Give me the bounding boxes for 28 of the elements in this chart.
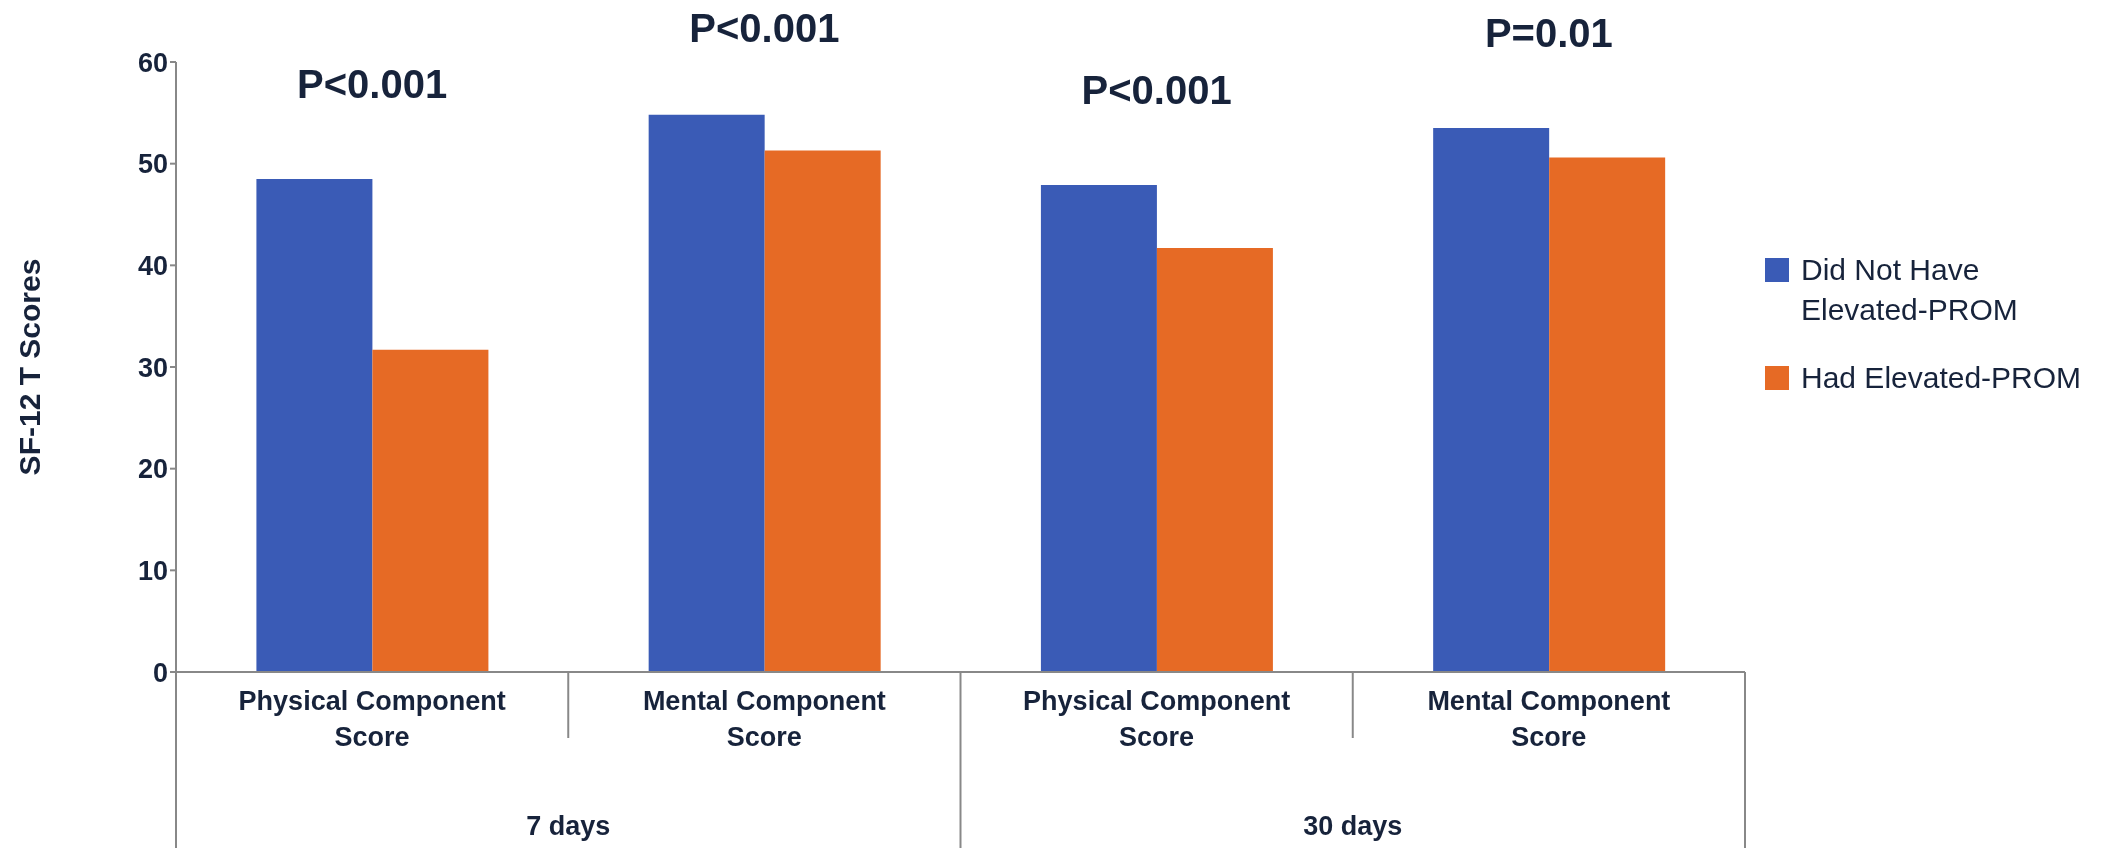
- annotation: P<0.001: [297, 61, 448, 106]
- y-tick-label: 30: [137, 352, 168, 383]
- bar: [1040, 185, 1157, 672]
- x-tick-label: Mental Component Score: [642, 686, 886, 752]
- text: P<0.001: [689, 6, 840, 50]
- x-tick-label: Mental Component Score: [1427, 686, 1671, 752]
- text: 7 days: [526, 811, 611, 841]
- bar: [372, 349, 489, 672]
- y-tick-label: 40: [137, 250, 168, 281]
- x-tick-label: Physical Component Score: [238, 686, 506, 752]
- legend-label: Had Elevated-PROM: [1801, 360, 2082, 396]
- y-tick-label: 10: [137, 555, 168, 586]
- bar: [1156, 248, 1273, 672]
- y-tick-label: 20: [137, 454, 168, 485]
- y-tick-label: 50: [137, 149, 168, 180]
- bar: [1433, 128, 1550, 672]
- x-tick-label: Physical Component Score: [1023, 686, 1291, 752]
- y-axis-title: SF-12 T Scores: [13, 258, 46, 476]
- bar: [1549, 157, 1666, 672]
- bar: [764, 150, 881, 672]
- text: P=0.01: [1484, 11, 1613, 56]
- text: 30 days: [1303, 811, 1403, 841]
- bar: [256, 178, 373, 672]
- y-tick-label: 0: [152, 657, 168, 688]
- annotation: P<0.001: [1081, 68, 1232, 113]
- y-tick-label: 60: [137, 47, 168, 78]
- legend-label: Did Not Have Elevated-PROM: [1801, 252, 2019, 328]
- bar: [648, 114, 765, 672]
